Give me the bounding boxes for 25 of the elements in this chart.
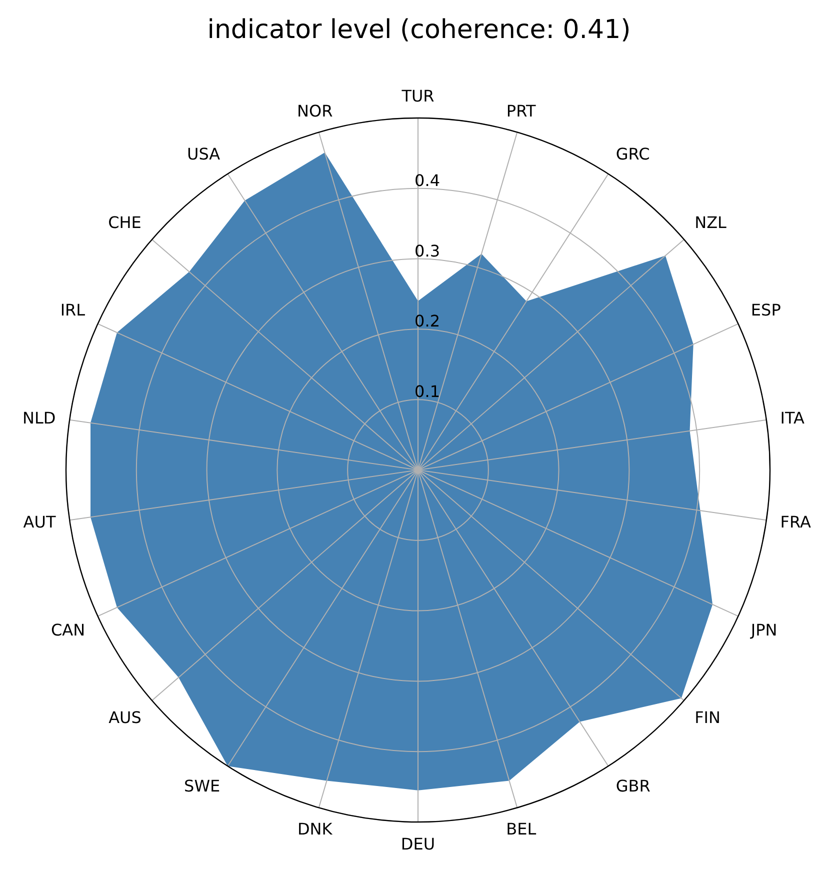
spoke-label: NLD — [22, 408, 56, 428]
spoke-label: DEU — [400, 834, 436, 854]
spoke-label: BEL — [506, 820, 536, 839]
spoke-label: GBR — [616, 776, 650, 796]
spoke-label: SWE — [184, 776, 220, 796]
spoke-label: NZL — [694, 212, 727, 232]
spoke-label: PRT — [506, 101, 536, 120]
spoke-label: FRA — [780, 512, 811, 532]
chart-title: indicator level (coherence: 0.41) — [207, 15, 631, 45]
spoke-label: GRC — [616, 144, 650, 164]
spoke-label: IRL — [60, 300, 86, 320]
y-tick-label: 0.4 — [414, 170, 440, 190]
spoke-label: ITA — [780, 408, 805, 428]
spoke-label: JPN — [750, 620, 778, 640]
y-tick-label: 0.3 — [414, 241, 440, 260]
spoke-label: AUT — [23, 512, 56, 532]
spoke-label: FIN — [694, 708, 720, 728]
spoke-label: CAN — [50, 620, 86, 640]
spoke-label: NOR — [297, 101, 333, 120]
spoke-label: TUR — [400, 86, 434, 106]
spoke-label: USA — [187, 144, 220, 164]
spoke-label: DNK — [297, 820, 333, 839]
spoke-label: AUS — [108, 708, 142, 728]
spoke-label: CHE — [108, 212, 142, 232]
spoke-label: ESP — [750, 300, 782, 320]
